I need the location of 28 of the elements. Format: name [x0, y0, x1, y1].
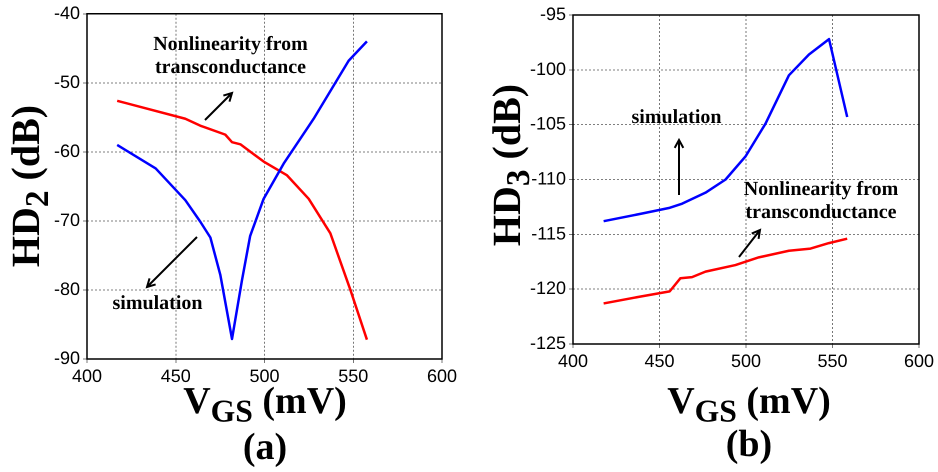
x-tick-label: 450 [160, 366, 191, 386]
text: (a) [242, 426, 288, 468]
series-label: simulation [111, 292, 204, 315]
y-tick-label: -105 [530, 114, 566, 134]
y-tick-label: -110 [531, 168, 566, 188]
y-tick-label: -50 [54, 72, 80, 92]
x-tick-label: 400 [72, 366, 102, 386]
y-tick-label: -120 [530, 278, 566, 298]
series-label: Nonlinearity from transconductance [152, 33, 309, 79]
y-tick-label: -125 [530, 332, 566, 353]
x-tick-label: 550 [338, 366, 368, 386]
x-tick-label: 450 [644, 350, 675, 371]
x-tick-label: 600 [426, 366, 458, 386]
series-label: simulation [630, 106, 723, 129]
y-tick-label: -40 [54, 2, 80, 23]
y-tick-label: -60 [54, 140, 80, 161]
x-tick-label: 550 [817, 350, 848, 371]
x-tick-label: 500 [730, 350, 762, 371]
x-tick-label: 500 [249, 366, 280, 386]
y-tick-label: -80 [54, 278, 80, 299]
y-tick-label: -70 [54, 210, 80, 230]
y-tick-label: -115 [531, 223, 566, 244]
series-label: Nonlinearity from transconductance [742, 178, 900, 224]
x-tick-label: 400 [558, 350, 588, 371]
y-tick-label: -95 [540, 4, 566, 24]
y-tick-label: -100 [530, 58, 566, 79]
x-tick-label: 600 [904, 350, 934, 371]
y-tick-label: -90 [54, 348, 80, 368]
